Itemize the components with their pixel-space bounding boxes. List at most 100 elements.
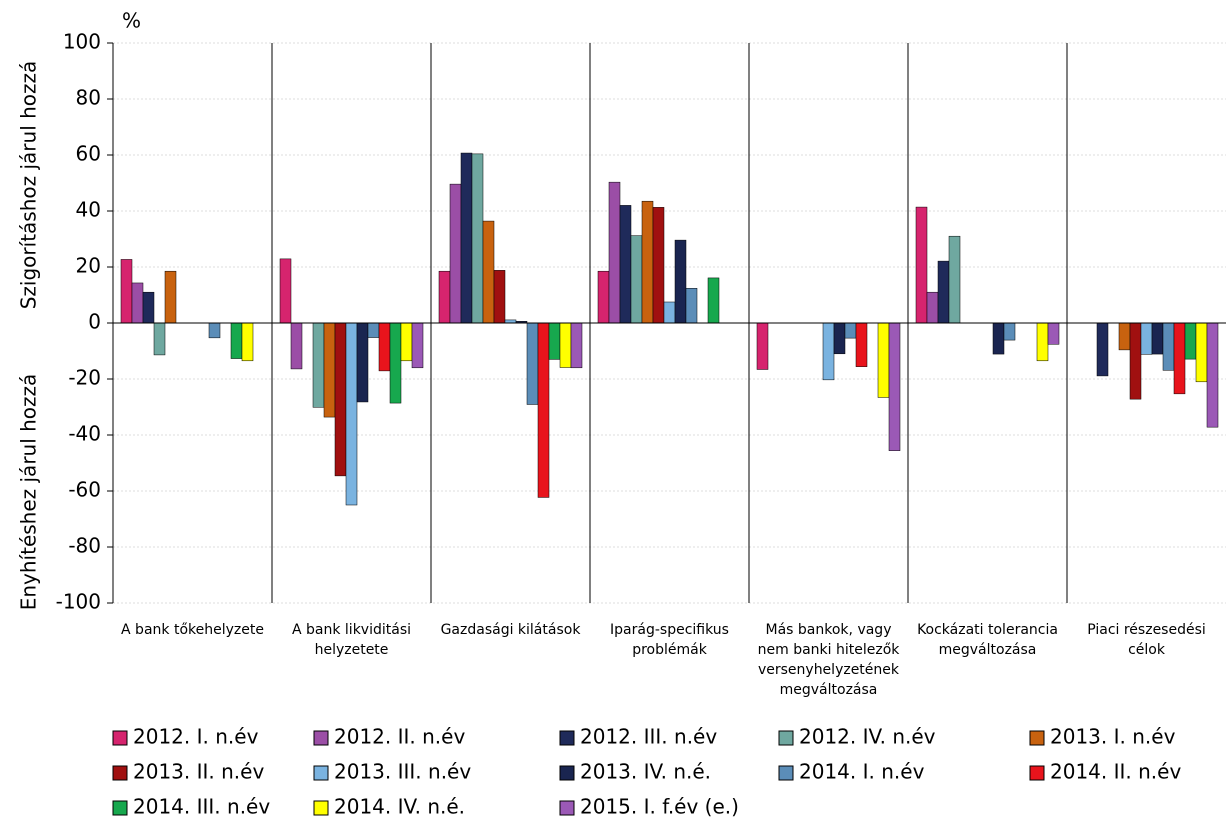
bar [323,322,336,418]
bar [1184,322,1197,360]
bar [241,322,254,362]
x-tick-label: Más bankok, vagy nem banki hitelezők ver… [757,622,900,698]
y-tick-label: 40 [76,198,101,222]
y-tick-label: -80 [68,534,101,558]
y-tick-label: 100 [63,30,101,54]
y-axis-label-top: Szigorításhoz járul hozzá [17,61,41,310]
x-tick-label: A bank tőkehelyzete [121,622,264,638]
legend-swatch [112,765,128,781]
bar [663,301,676,324]
legend-swatch [778,730,794,746]
bar [1096,322,1109,377]
legend-swatch [313,765,329,781]
y-tick-label: 60 [76,142,101,166]
bar [844,322,857,339]
legend-label: 2013. IV. n.é. [580,760,711,784]
bar [345,322,358,506]
bar [1118,322,1131,351]
bar [1195,322,1208,383]
legend-label: 2014. I. n.év [799,760,925,784]
legend-label: 2012. II. n.év [334,725,465,749]
bar [164,270,177,324]
y-axis-label-bottom: Enyhítéshez járul hozzá [17,374,41,611]
bar [1003,322,1016,341]
bar [597,270,610,324]
bar [1129,322,1142,400]
y-tick-label: 80 [76,86,101,110]
bar [1173,322,1186,395]
bar [208,322,221,339]
bar [888,322,901,451]
y-tick-label: -100 [56,590,101,614]
legend-label: 2014. III. n.év [133,795,270,819]
bar [1162,322,1175,371]
bar [493,270,506,324]
bar [153,322,166,356]
bar [449,183,462,324]
unit-label: % [122,9,141,33]
x-tick-label: Kockázati tolerancia megváltozása [917,622,1058,658]
bar [548,322,561,360]
bar [833,322,846,355]
y-tick-label: -60 [68,478,101,502]
legend-label: 2012. IV. n.év [799,725,936,749]
legend-label: 2013. III. n.év [334,760,471,784]
legend-swatch [112,730,128,746]
bar [641,200,654,324]
bar [926,291,939,324]
y-tick-label: 0 [88,310,101,334]
bar [482,220,495,324]
legend-swatch [559,800,575,816]
bar [915,206,928,324]
legend-swatch [1029,765,1045,781]
y-tick-label: -40 [68,422,101,446]
legend-swatch [313,730,329,746]
bar [1047,322,1060,345]
legend-label: 2012. I. n.év [133,725,259,749]
bar [367,322,380,338]
legend-swatch [559,730,575,746]
x-tick-label: A bank likviditási helyzetete [291,622,411,658]
y-tick-label: -20 [68,366,101,390]
bar [378,322,391,372]
legend-label: 2012. III. n.év [580,725,717,749]
legend-label: 2013. II. n.év [133,760,264,784]
legend-swatch [1029,730,1045,746]
bar [471,153,484,324]
x-tick-label: Piaci részesedési célok [1087,622,1206,658]
bar [120,259,133,324]
x-tick-label: Iparág-specifikus problémák [610,622,729,658]
bar [822,322,835,381]
legend-swatch [313,800,329,816]
bar [937,260,950,324]
bar [608,181,621,324]
bar [559,322,572,368]
bar [356,322,369,403]
bar [279,258,292,324]
bar [992,322,1005,355]
bar [1151,322,1164,355]
bar [131,282,144,324]
bar [756,322,769,370]
legend-label: 2014. IV. n.é. [334,795,465,819]
bar [230,322,243,359]
legend-swatch [778,765,794,781]
legend-label: 2015. I. f.év (e.) [580,795,739,819]
bar [400,322,413,362]
bar [460,152,473,324]
y-tick-label: 20 [76,254,101,278]
bar [619,205,632,324]
legend-swatch [112,800,128,816]
bar [630,235,643,324]
x-tick-label: Gazdasági kilátások [440,622,581,638]
bar [707,277,720,324]
bar [1140,322,1153,355]
legend-label: 2014. II. n.év [1050,760,1181,784]
legend-swatch [559,765,575,781]
bar [537,322,550,498]
bar [855,322,868,367]
legend-label: 2013. I. n.év [1050,725,1176,749]
bar [877,322,890,398]
